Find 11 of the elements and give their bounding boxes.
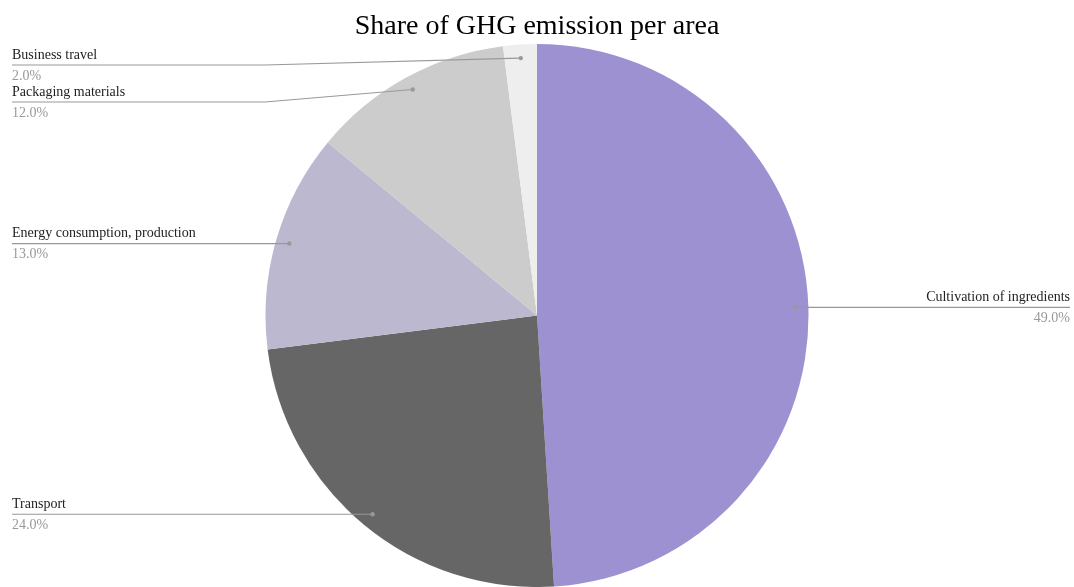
data-label: 24.0% bbox=[12, 516, 49, 532]
data-label: 12.0% bbox=[12, 104, 49, 120]
slice-label: Energy consumption, production bbox=[12, 225, 196, 241]
data-label: 13.0% bbox=[12, 246, 49, 262]
chart-title: Share of GHG emission per area bbox=[354, 9, 720, 41]
data-label: 49.0% bbox=[1033, 310, 1071, 326]
data-label: 2.0% bbox=[12, 67, 42, 83]
slice-label: Cultivation of ingredients bbox=[926, 289, 1070, 305]
slice-label: Transport bbox=[12, 495, 67, 511]
slice-label: Packaging materials bbox=[12, 83, 126, 99]
slice-label: Business travel bbox=[12, 46, 98, 62]
